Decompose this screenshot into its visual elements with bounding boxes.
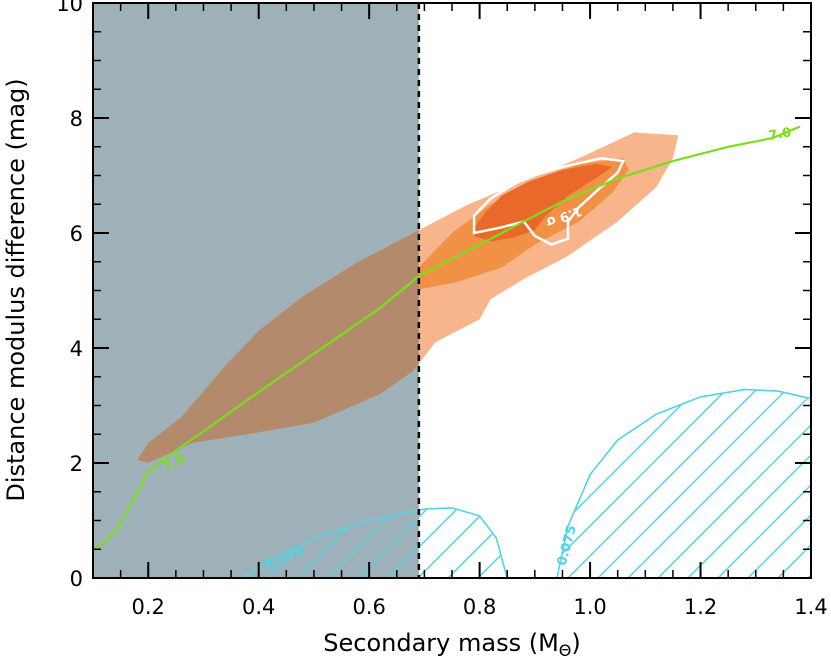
hatch-line	[556, 389, 811, 578]
hatch-line	[627, 389, 811, 578]
confidence-region-inner	[474, 164, 613, 242]
x-axis-ticks: 0.2 0.4 0.6 0.8 1.0 1.2 1.4	[92, 3, 828, 619]
y-tick-label: 10	[56, 0, 83, 16]
green-contour-curve	[93, 125, 801, 553]
y-axis-title: Distance modulus difference (mag)	[2, 78, 30, 501]
x-axis-title: Secondary mass (MΘ)	[323, 629, 581, 660]
x-tick-label: 1.4	[794, 595, 827, 619]
hatch-line	[508, 3, 831, 578]
cyan-contour-left	[241, 507, 508, 578]
cyan-contour-label-right: 0.075	[555, 524, 580, 568]
excluded-region-overlay	[137, 230, 419, 463]
sigma-contour-line	[472, 157, 626, 246]
hatch-line	[567, 389, 811, 578]
y-tick-label: 0	[70, 567, 83, 591]
solar-symbol: Θ	[559, 641, 572, 660]
y-tick-label: 6	[70, 222, 83, 246]
y-axis-ticks: 0 2 4 6 8 10	[56, 0, 811, 591]
y-tick-label: 2	[70, 452, 83, 476]
green-curve-label-upper: 7.0	[767, 125, 792, 144]
x-tick-label: 0.8	[463, 595, 496, 619]
x-tick-label: 0.4	[242, 595, 275, 619]
hatch-line	[556, 389, 811, 578]
y-tick-label: 8	[70, 107, 83, 131]
hatch-line	[628, 3, 831, 578]
hatch-line	[747, 389, 811, 578]
cyan-contour-right	[556, 388, 811, 578]
hatch-line	[568, 3, 831, 578]
hatch-line	[748, 3, 831, 578]
x-tick-label: 1.2	[684, 595, 717, 619]
hatch-line	[597, 389, 811, 578]
x-tick-label: 0.2	[132, 595, 165, 619]
y-tick-label: 4	[70, 337, 83, 361]
hatch-line	[687, 389, 811, 578]
x-tick-label: 0.6	[352, 595, 385, 619]
hatch-line	[657, 389, 811, 578]
x-tick-label: 1.0	[573, 595, 606, 619]
